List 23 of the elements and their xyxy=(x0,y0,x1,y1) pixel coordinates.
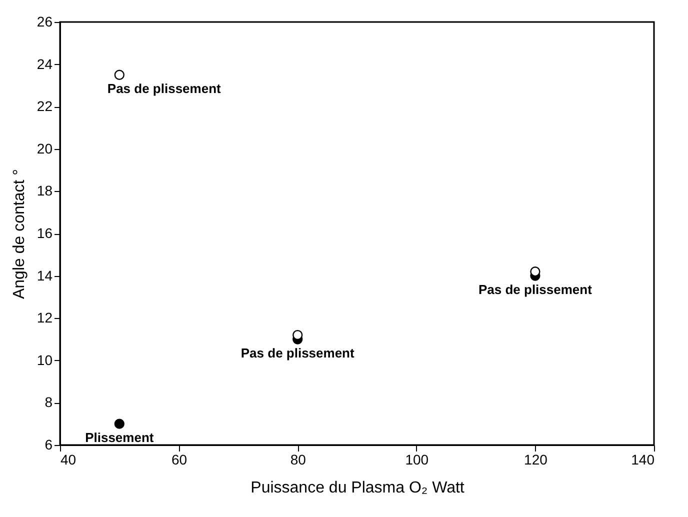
x-tick-label: 80 xyxy=(290,452,306,468)
x-tick-label: 40 xyxy=(60,452,76,468)
y-tick-label: 18 xyxy=(36,182,53,199)
y-axis-title: Angle de contact ° xyxy=(10,168,28,300)
y-tick-label: 8 xyxy=(44,394,53,410)
annotation: Pas de plissement xyxy=(107,80,222,96)
x-tick-label: 100 xyxy=(405,452,429,468)
y-tick-label: 6 xyxy=(44,436,53,452)
x-axis-title: Puissance du Plasma O₂ Watt xyxy=(250,480,465,496)
y-tick-label: 20 xyxy=(36,140,53,156)
annotation: Plissement xyxy=(85,430,154,445)
y-tick-label: 16 xyxy=(36,225,53,241)
x-tick-label: 120 xyxy=(524,452,548,468)
x-tick-label: 140 xyxy=(631,452,655,468)
x-tick-label: 60 xyxy=(172,452,188,468)
y-tick-label: 26 xyxy=(36,14,53,30)
y-tick-label: 14 xyxy=(36,267,53,284)
y-tick-label: 12 xyxy=(36,310,53,326)
y-tick-label: 22 xyxy=(36,98,53,114)
y-tick-label: 10 xyxy=(36,352,53,368)
y-tick-label: 24 xyxy=(36,56,53,72)
annotation: Pas de plissement xyxy=(240,345,355,360)
annotation: Pas de plissement xyxy=(478,282,593,297)
